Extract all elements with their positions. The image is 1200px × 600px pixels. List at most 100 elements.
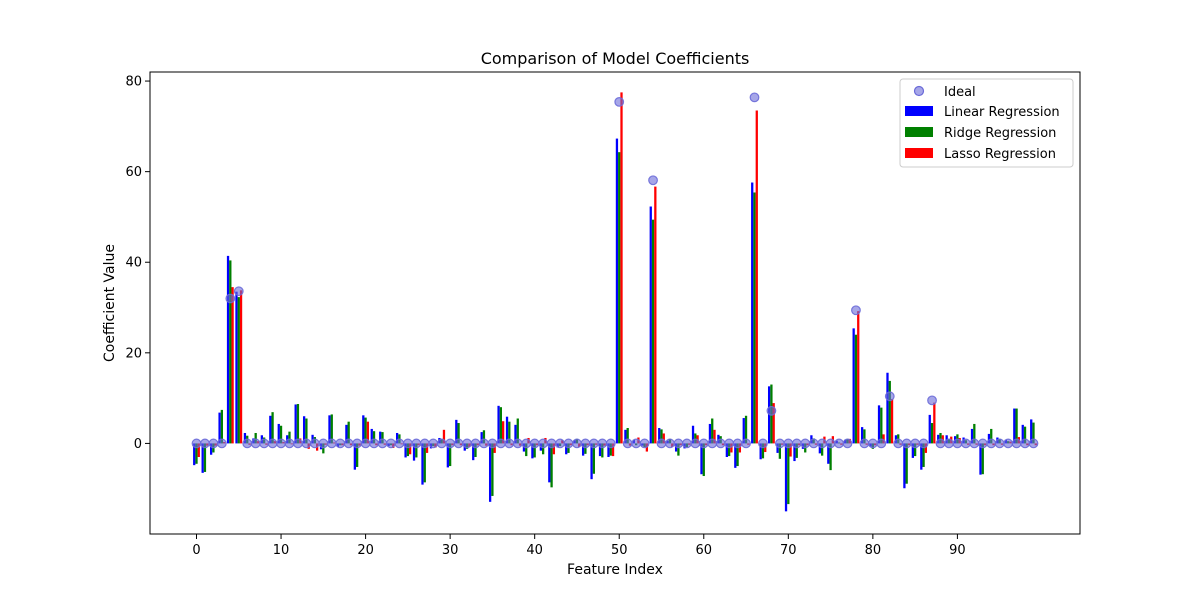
bar-ridge-61 <box>711 418 714 444</box>
bar-linear-78 <box>852 328 855 444</box>
ideal-point-26 <box>411 438 422 449</box>
ideal-point-45 <box>572 438 582 449</box>
ideal-point-98 <box>1020 438 1030 449</box>
ideal-point-66 <box>749 92 760 103</box>
bar-linear-86 <box>920 443 923 470</box>
bar-linear-94 <box>987 433 991 444</box>
ideal-point-63 <box>724 438 735 449</box>
bar-ridge-50 <box>618 152 621 444</box>
bar-ridge-55 <box>660 429 663 444</box>
bar-ridge-25 <box>406 443 409 457</box>
bar-ridge-27 <box>423 443 426 483</box>
ideal-point-29 <box>436 438 447 449</box>
bar-lasso-25 <box>409 443 412 455</box>
bar-ridge-7 <box>254 432 257 444</box>
bar-linear-21 <box>370 428 373 444</box>
bar-linear-97 <box>1013 408 1016 444</box>
bar-linear-13 <box>302 416 306 444</box>
legend-linear-swatch <box>905 106 933 116</box>
bar-ridge-33 <box>474 443 477 457</box>
ideal-point-62 <box>715 438 726 449</box>
ideal-points-layer <box>191 92 1039 449</box>
ideal-point-24 <box>394 438 405 449</box>
x-axis-ticks: 0 10 20 30 40 50 60 70 80 90 <box>192 534 966 558</box>
ideal-point-77 <box>842 438 853 449</box>
ideal-point-60 <box>698 438 709 449</box>
ideal-point-15 <box>318 438 329 449</box>
bar-linear-22 <box>379 431 382 444</box>
bar-lasso-82 <box>890 399 894 444</box>
ideal-point-91 <box>960 438 971 449</box>
ideal-point-20 <box>360 438 371 449</box>
bar-ridge-60 <box>702 443 705 477</box>
bar-linear-37 <box>505 416 509 444</box>
bar-lasso-27 <box>425 443 429 453</box>
bar-lasso-4 <box>231 287 234 444</box>
bar-ridge-64 <box>736 443 739 467</box>
bar-ridge-81 <box>880 407 883 444</box>
ideal-point-57 <box>673 438 684 449</box>
ideal-point-32 <box>462 438 472 449</box>
bar-lasso-81 <box>882 434 885 444</box>
bar-linear-3 <box>218 412 221 444</box>
bar-ridge-34 <box>482 430 486 444</box>
bar-ridge-42 <box>550 443 553 488</box>
bar-ridge-94 <box>990 428 993 444</box>
bar-linear-61 <box>708 423 712 444</box>
bar-linear-71 <box>793 443 796 462</box>
bar-ridge-75 <box>829 443 832 471</box>
bar-ridge-0 <box>195 443 198 464</box>
bar-linear-36 <box>497 405 500 444</box>
ideal-point-88 <box>935 438 946 449</box>
bar-ridge-9 <box>271 412 274 444</box>
y-tick-label-20: 20 <box>125 346 142 361</box>
bar-linear-30 <box>446 443 449 468</box>
bar-ridge-15 <box>322 443 325 454</box>
ideal-point-82 <box>884 391 895 402</box>
x-tick-label-80: 80 <box>865 543 882 558</box>
y-axis-label: Coefficient Value <box>102 244 118 362</box>
bar-ridge-3 <box>220 409 223 444</box>
bar-ridge-30 <box>449 443 452 467</box>
y-axis-ticks: 0 20 40 60 80 <box>125 75 150 452</box>
bar-ridge-49 <box>609 443 612 456</box>
ideal-point-81 <box>876 438 887 449</box>
bar-ridge-63 <box>728 443 731 457</box>
bar-ridge-10 <box>279 425 283 444</box>
ideal-point-72 <box>800 438 811 449</box>
chart-title: Comparison of Model Coefficients <box>481 49 750 68</box>
bar-linear-25 <box>404 443 407 458</box>
ideal-point-79 <box>859 438 870 449</box>
ideal-point-39 <box>521 438 532 449</box>
bar-ridge-93 <box>981 443 984 475</box>
ideal-point-40 <box>529 438 540 449</box>
x-tick-label-70: 70 <box>780 543 797 558</box>
bar-ridge-35 <box>491 443 494 496</box>
bar-ridge-46 <box>584 443 587 454</box>
ideal-point-90 <box>952 438 963 449</box>
ideal-point-86 <box>918 438 929 449</box>
ideal-point-80 <box>867 438 878 449</box>
bar-lasso-42 <box>552 443 556 455</box>
bar-ridge-67 <box>761 443 765 459</box>
ideal-point-35 <box>487 438 498 449</box>
bar-linear-5 <box>235 291 238 444</box>
ideal-point-58 <box>681 438 692 449</box>
ideal-point-99 <box>1028 438 1039 449</box>
bar-ridge-54 <box>651 219 655 444</box>
bar-lasso-0 <box>197 443 200 457</box>
bar-ridge-21 <box>372 431 376 444</box>
ideal-point-74 <box>817 438 828 449</box>
bar-linear-35 <box>488 443 492 502</box>
bar-lasso-36 <box>502 421 505 444</box>
bar-ridge-19 <box>356 443 359 467</box>
bar-ridge-57 <box>677 443 680 456</box>
bar-ridge-99 <box>1032 422 1035 444</box>
bar-linear-20 <box>362 415 365 444</box>
y-tick-label-0: 0 <box>134 437 142 452</box>
ideal-point-13 <box>301 438 312 449</box>
ideal-point-16 <box>326 438 337 449</box>
ideal-point-9 <box>267 438 278 449</box>
ideal-point-25 <box>402 438 413 449</box>
